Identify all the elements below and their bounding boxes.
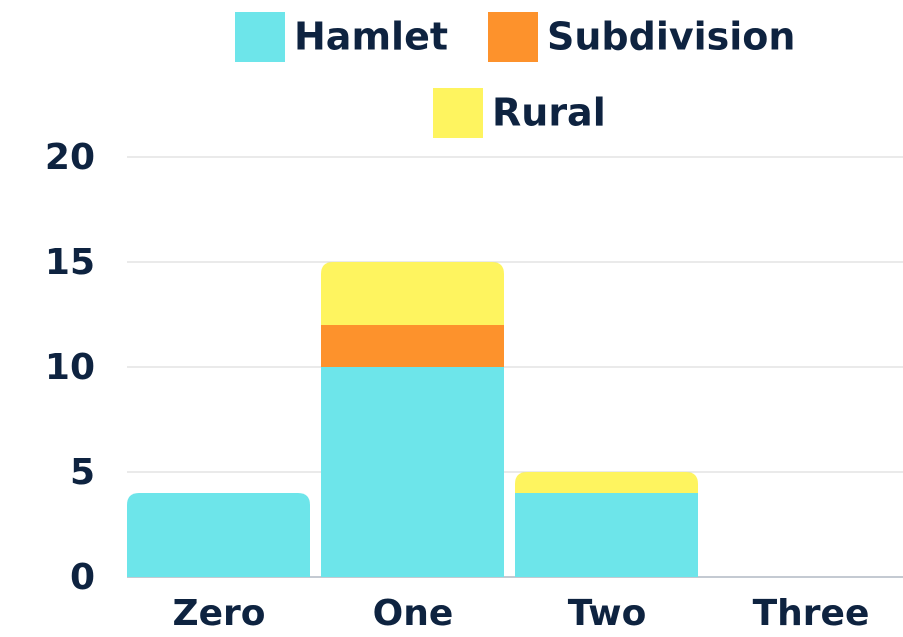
x-tick-label: One — [373, 593, 454, 634]
y-tick-label: 0 — [70, 557, 95, 598]
bar-segment — [515, 472, 698, 493]
legend-label: Rural — [492, 91, 606, 135]
y-tick-label: 20 — [45, 137, 95, 178]
bar-segment — [321, 262, 504, 325]
legend-label: Hamlet — [294, 15, 448, 59]
bar-segment — [515, 493, 698, 577]
x-tick-label: Two — [568, 593, 647, 634]
x-tick-label: Three — [753, 593, 870, 634]
legend-swatch — [433, 88, 483, 138]
y-tick-label: 15 — [45, 242, 95, 283]
legend-label: Subdivision — [547, 15, 795, 59]
bar-segment — [321, 325, 504, 367]
legend-swatch — [235, 12, 285, 62]
y-tick-label: 5 — [70, 452, 95, 493]
legend-swatch — [488, 12, 538, 62]
x-tick-label: Zero — [172, 593, 265, 634]
y-tick-label: 10 — [45, 347, 95, 388]
bar-segment — [321, 367, 504, 577]
bar-segment — [127, 493, 310, 577]
